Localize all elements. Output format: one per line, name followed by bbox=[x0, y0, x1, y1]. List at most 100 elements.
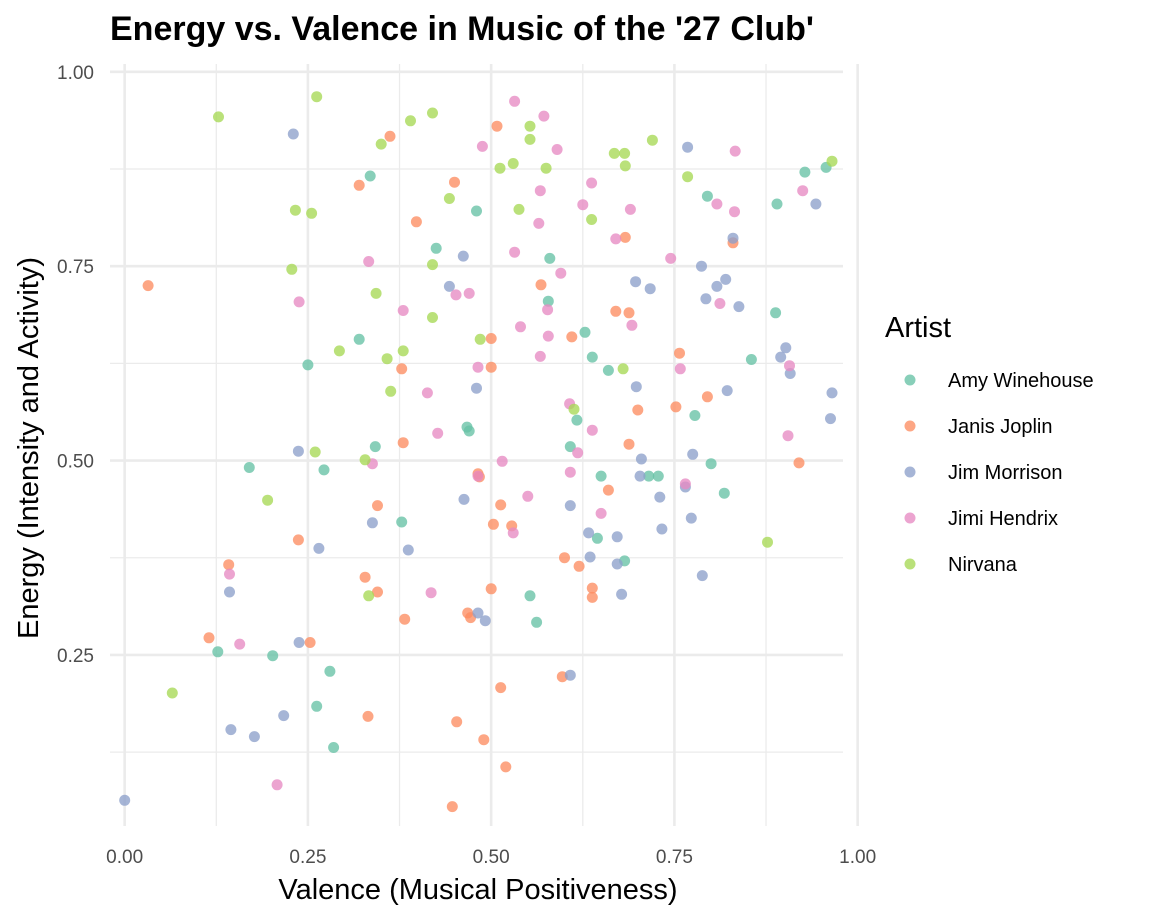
data-point bbox=[496, 455, 508, 467]
data-point bbox=[446, 801, 458, 813]
data-point bbox=[293, 637, 305, 648]
data-point bbox=[495, 499, 507, 511]
major-gridlines bbox=[110, 64, 859, 826]
data-point bbox=[632, 404, 644, 416]
data-point bbox=[375, 138, 387, 150]
data-point bbox=[784, 360, 795, 372]
data-point bbox=[476, 140, 488, 152]
data-point bbox=[797, 185, 809, 197]
data-point bbox=[472, 470, 484, 482]
x-tick-label: 0.75 bbox=[656, 847, 693, 868]
data-point bbox=[687, 448, 699, 460]
data-point bbox=[616, 588, 628, 600]
data-point bbox=[432, 427, 444, 439]
data-point bbox=[289, 204, 301, 216]
data-point bbox=[443, 193, 455, 204]
data-point bbox=[617, 363, 629, 375]
data-point bbox=[333, 345, 345, 357]
data-point bbox=[624, 203, 636, 215]
data-point bbox=[670, 401, 682, 413]
data-point bbox=[654, 491, 666, 503]
data-point bbox=[551, 144, 563, 155]
data-point bbox=[531, 616, 543, 628]
data-point bbox=[293, 296, 305, 308]
data-point bbox=[397, 345, 409, 357]
x-tick-label: 0.00 bbox=[106, 847, 143, 868]
data-point bbox=[450, 289, 462, 301]
data-point bbox=[224, 568, 235, 580]
data-point bbox=[271, 779, 283, 791]
data-point bbox=[793, 457, 805, 469]
data-point bbox=[278, 710, 290, 722]
legend-label: Jimi Hendrix bbox=[948, 508, 1058, 530]
data-point bbox=[564, 441, 576, 453]
data-point bbox=[513, 203, 525, 215]
data-point bbox=[166, 687, 178, 699]
data-point bbox=[559, 552, 570, 564]
data-point bbox=[682, 141, 694, 153]
data-point bbox=[474, 333, 486, 345]
data-point bbox=[572, 447, 584, 459]
data-point bbox=[729, 145, 741, 157]
data-point bbox=[696, 260, 707, 272]
data-point bbox=[370, 287, 382, 299]
data-point bbox=[626, 319, 638, 331]
data-point bbox=[366, 517, 378, 529]
data-point bbox=[328, 742, 340, 753]
data-point bbox=[243, 462, 255, 473]
data-point bbox=[225, 724, 237, 736]
data-point bbox=[487, 518, 499, 530]
data-point bbox=[405, 115, 416, 127]
data-point bbox=[635, 453, 647, 465]
data-point bbox=[634, 470, 646, 482]
data-point bbox=[685, 512, 697, 524]
data-point bbox=[591, 532, 603, 544]
data-point bbox=[586, 424, 598, 436]
data-point bbox=[286, 263, 298, 275]
data-point bbox=[472, 361, 484, 373]
data-point bbox=[573, 560, 585, 572]
data-point bbox=[248, 731, 260, 743]
data-point bbox=[643, 470, 655, 482]
data-point bbox=[564, 500, 576, 512]
data-point bbox=[586, 177, 598, 189]
data-point bbox=[311, 700, 323, 712]
data-point bbox=[826, 155, 838, 167]
data-point bbox=[213, 111, 224, 123]
data-point bbox=[679, 478, 691, 490]
data-point bbox=[656, 523, 668, 535]
data-point bbox=[397, 305, 409, 316]
data-point bbox=[611, 531, 623, 543]
data-point bbox=[602, 484, 614, 496]
data-point bbox=[652, 470, 664, 482]
data-point bbox=[509, 95, 521, 107]
y-tick-label: 1.00 bbox=[57, 63, 94, 84]
data-point bbox=[610, 305, 622, 317]
data-point bbox=[495, 682, 507, 694]
data-point bbox=[509, 246, 521, 258]
data-point bbox=[799, 166, 811, 178]
data-point bbox=[762, 536, 773, 548]
data-point bbox=[515, 321, 526, 333]
data-point bbox=[718, 487, 730, 499]
y-axis-ticks: 0.25 0.50 0.75 1.00 bbox=[57, 63, 94, 667]
data-point bbox=[714, 298, 726, 309]
data-point bbox=[745, 354, 757, 365]
data-point bbox=[696, 570, 708, 582]
data-point bbox=[540, 162, 552, 174]
legend-title: Artist bbox=[885, 312, 951, 344]
data-point bbox=[579, 326, 591, 338]
data-point bbox=[353, 179, 365, 191]
data-point bbox=[826, 387, 838, 399]
data-point bbox=[524, 133, 536, 145]
legend-items: Amy Winehouse Janis Joplin Jim Morrison Jim… bbox=[904, 370, 1094, 576]
x-tick-label: 0.50 bbox=[473, 847, 510, 868]
data-point bbox=[224, 586, 235, 598]
data-point bbox=[119, 794, 131, 806]
data-point bbox=[566, 331, 578, 343]
data-point bbox=[630, 381, 642, 393]
y-tick-label: 0.75 bbox=[57, 257, 94, 278]
data-point bbox=[544, 252, 556, 264]
data-point bbox=[586, 582, 598, 594]
